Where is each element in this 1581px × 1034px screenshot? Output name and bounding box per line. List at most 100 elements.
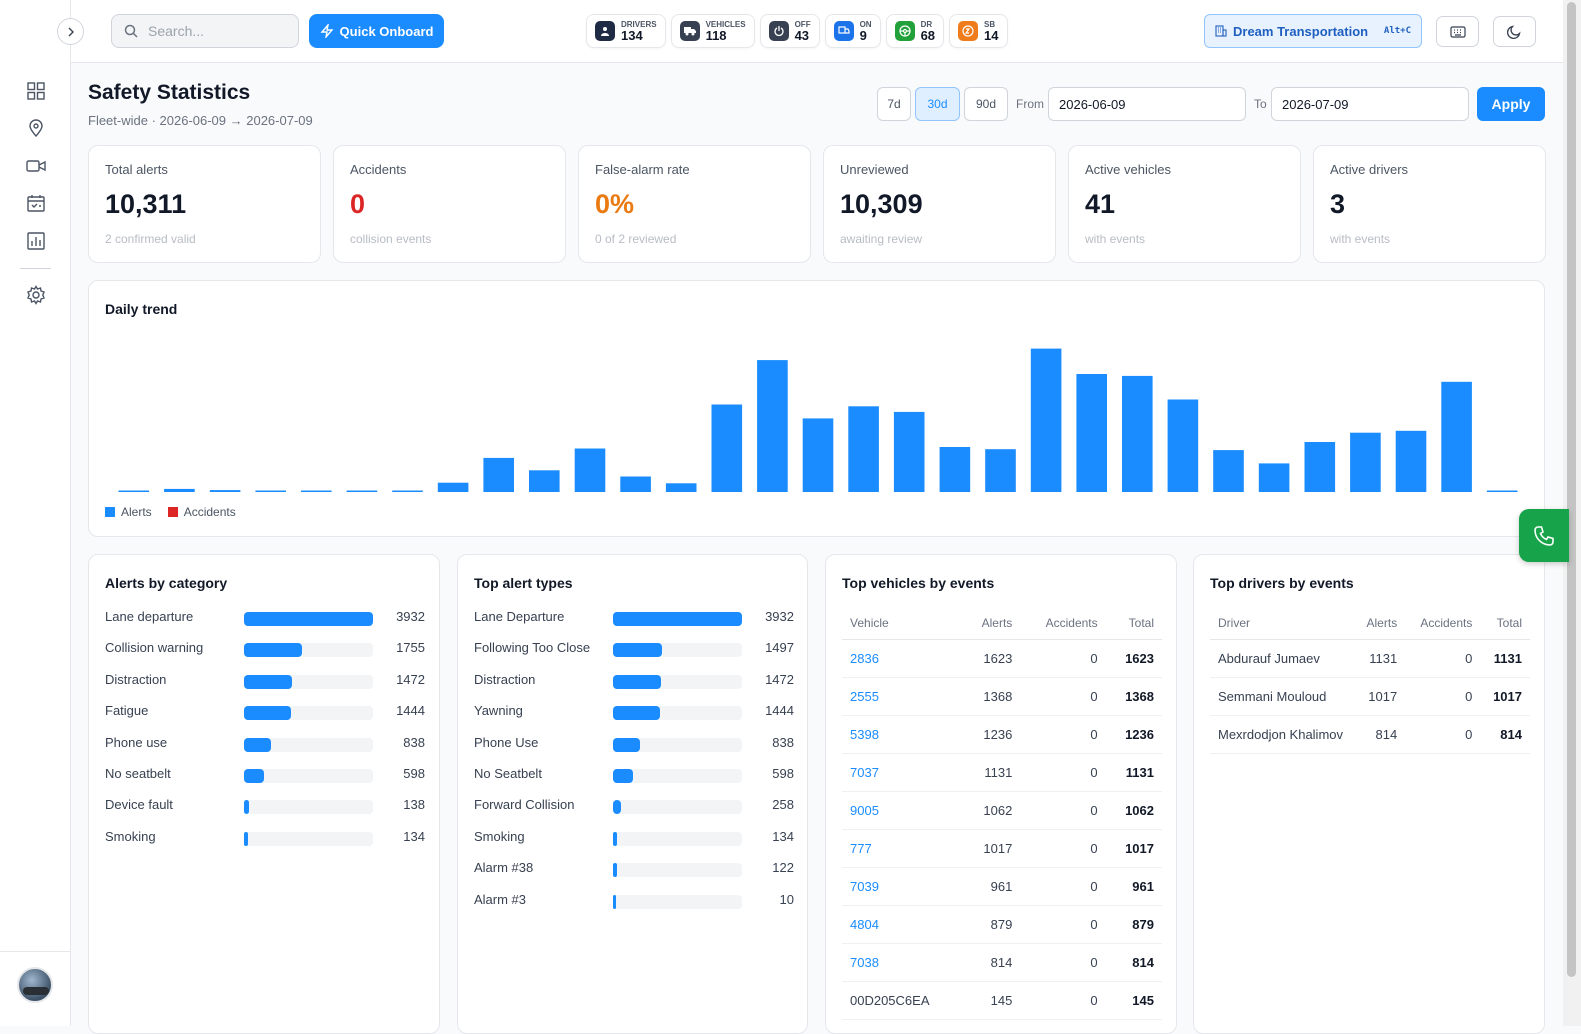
column-header[interactable]: Accidents: [1405, 607, 1481, 640]
alerts-bar[interactable]: [1167, 399, 1199, 493]
vehicle-link[interactable]: 4804: [850, 916, 879, 932]
alerts-bar[interactable]: [483, 457, 514, 492]
alerts-bar[interactable]: [1304, 442, 1336, 492]
map-pin-icon[interactable]: [24, 116, 48, 140]
vehicle-link[interactable]: 2836: [850, 650, 879, 666]
table-row[interactable]: 777 1017 0 1017: [842, 829, 1162, 868]
range-30d-button[interactable]: 30d: [915, 87, 960, 121]
company-switcher[interactable]: Dream Transportation Alt+C: [1204, 14, 1422, 48]
bar-row[interactable]: No Seatbelt 598: [474, 764, 794, 784]
table-row[interactable]: 4804 879 0 879: [842, 905, 1162, 944]
table-row[interactable]: 5398 1236 0 1236: [842, 715, 1162, 754]
range-7d-button[interactable]: 7d: [877, 87, 911, 121]
table-row[interactable]: Abdurauf Jumaev 1131 0 1131: [1210, 639, 1530, 678]
stat-on[interactable]: ON 9: [824, 14, 881, 48]
alerts-bar[interactable]: [1441, 381, 1472, 492]
column-header[interactable]: Total: [1480, 607, 1530, 640]
alerts-bar[interactable]: [939, 447, 971, 492]
bar-row[interactable]: Distraction 1472: [105, 670, 425, 690]
bar-row[interactable]: Device fault 138: [105, 795, 425, 815]
stat-drivers[interactable]: DRIVERS 134: [586, 14, 666, 48]
bar-row[interactable]: Collision warning 1755: [105, 638, 425, 658]
alerts-bar[interactable]: [1258, 463, 1290, 492]
alerts-bar[interactable]: [255, 490, 286, 493]
alerts-bar[interactable]: [1395, 430, 1427, 492]
alerts-bar[interactable]: [574, 448, 606, 493]
calendar-check-icon[interactable]: [24, 191, 48, 215]
alerts-bar[interactable]: [1350, 432, 1381, 492]
video-camera-icon[interactable]: [24, 154, 48, 178]
alerts-bar[interactable]: [1122, 375, 1153, 492]
table-row[interactable]: 7037 1131 0 1131: [842, 753, 1162, 792]
bar-row[interactable]: Yawning 1444: [474, 701, 794, 721]
stat-driving[interactable]: DR 68: [885, 14, 945, 48]
bar-row[interactable]: Smoking 134: [105, 827, 425, 847]
dashboard-icon[interactable]: [24, 79, 48, 103]
call-support-button[interactable]: [1519, 509, 1569, 562]
legend-item-alerts[interactable]: Alerts: [105, 505, 152, 519]
column-header[interactable]: Vehicle: [842, 607, 962, 640]
expand-sidebar-button[interactable]: [57, 18, 84, 45]
bar-row[interactable]: Alarm #3 10: [474, 890, 794, 910]
legend-item-accidents[interactable]: Accidents: [167, 505, 236, 519]
vehicle-link[interactable]: 777: [850, 840, 872, 856]
range-90d-button[interactable]: 90d: [964, 87, 1008, 121]
bar-row[interactable]: No seatbelt 598: [105, 764, 425, 784]
alerts-bar[interactable]: [1486, 490, 1518, 493]
bar-row[interactable]: Forward Collision 258: [474, 795, 794, 815]
vehicle-link[interactable]: 2555: [850, 688, 879, 704]
alerts-bar[interactable]: [757, 360, 788, 492]
search-input[interactable]: Search...: [148, 23, 205, 39]
bar-row[interactable]: Following Too Close 1497: [474, 638, 794, 658]
vehicle-link[interactable]: 7037: [850, 764, 879, 780]
bar-chart-icon[interactable]: [24, 229, 48, 253]
vehicle-link[interactable]: 7038: [850, 954, 879, 970]
table-row[interactable]: Mexrdodjon Khalimov 814 0 814: [1210, 715, 1530, 754]
table-row[interactable]: 2836 1623 0 1623: [842, 639, 1162, 678]
stat-off[interactable]: OFF 43: [759, 14, 820, 48]
column-header[interactable]: Alerts: [1353, 607, 1406, 640]
alerts-bar[interactable]: [209, 490, 241, 492]
table-row[interactable]: Semmani Mouloud 1017 0 1017: [1210, 677, 1530, 716]
bar-row[interactable]: Distraction 1472: [474, 670, 794, 690]
alerts-bar[interactable]: [164, 488, 195, 492]
quick-onboard-button[interactable]: Quick Onboard: [309, 14, 444, 48]
vehicle-link[interactable]: 9005: [850, 802, 879, 818]
vehicle-link[interactable]: 7039: [850, 878, 879, 894]
bar-row[interactable]: Lane Departure 3932: [474, 607, 794, 627]
alerts-bar[interactable]: [711, 404, 743, 493]
alerts-bar[interactable]: [1030, 348, 1062, 492]
bar-row[interactable]: Phone Use 838: [474, 733, 794, 753]
table-row[interactable]: 2555 1368 0 1368: [842, 677, 1162, 716]
bar-row[interactable]: Lane departure 3932: [105, 607, 425, 627]
bar-row[interactable]: Fatigue 1444: [105, 701, 425, 721]
alerts-bar[interactable]: [529, 470, 560, 492]
search-box[interactable]: Search...: [111, 14, 299, 48]
table-row[interactable]: 7038 814 0 814: [842, 943, 1162, 982]
bar-row[interactable]: Phone use 838: [105, 733, 425, 753]
table-row[interactable]: 7039 961 0 961: [842, 867, 1162, 906]
alerts-bar[interactable]: [437, 482, 469, 492]
table-row[interactable]: 9005 1062 0 1062: [842, 791, 1162, 830]
stat-vehicles[interactable]: VEHICLES 118: [670, 14, 755, 48]
to-date-input[interactable]: 2026-07-09: [1271, 87, 1469, 121]
bar-row[interactable]: Alarm #38 122: [474, 858, 794, 878]
page-scrollbar[interactable]: [1563, 0, 1581, 1026]
avatar[interactable]: [17, 967, 53, 1003]
alerts-bar[interactable]: [893, 411, 925, 492]
from-date-input[interactable]: 2026-06-09: [1048, 87, 1246, 121]
apply-button[interactable]: Apply: [1477, 87, 1545, 121]
column-header[interactable]: Accidents: [1020, 607, 1106, 640]
bar-row[interactable]: Smoking 134: [474, 827, 794, 847]
alerts-bar[interactable]: [985, 449, 1016, 492]
alerts-bar[interactable]: [802, 418, 834, 492]
dark-mode-button[interactable]: [1493, 16, 1536, 47]
table-row[interactable]: 00D205C6EA 145 0 145: [842, 981, 1162, 1020]
column-header[interactable]: Driver: [1210, 607, 1354, 640]
stat-sleeper[interactable]: SB 14: [949, 14, 1008, 48]
alerts-bar[interactable]: [118, 490, 150, 493]
column-header[interactable]: Alerts: [961, 607, 1021, 640]
scrollbar-thumb[interactable]: [1567, 2, 1576, 977]
alerts-bar[interactable]: [392, 490, 423, 493]
keyboard-button[interactable]: [1436, 16, 1479, 47]
